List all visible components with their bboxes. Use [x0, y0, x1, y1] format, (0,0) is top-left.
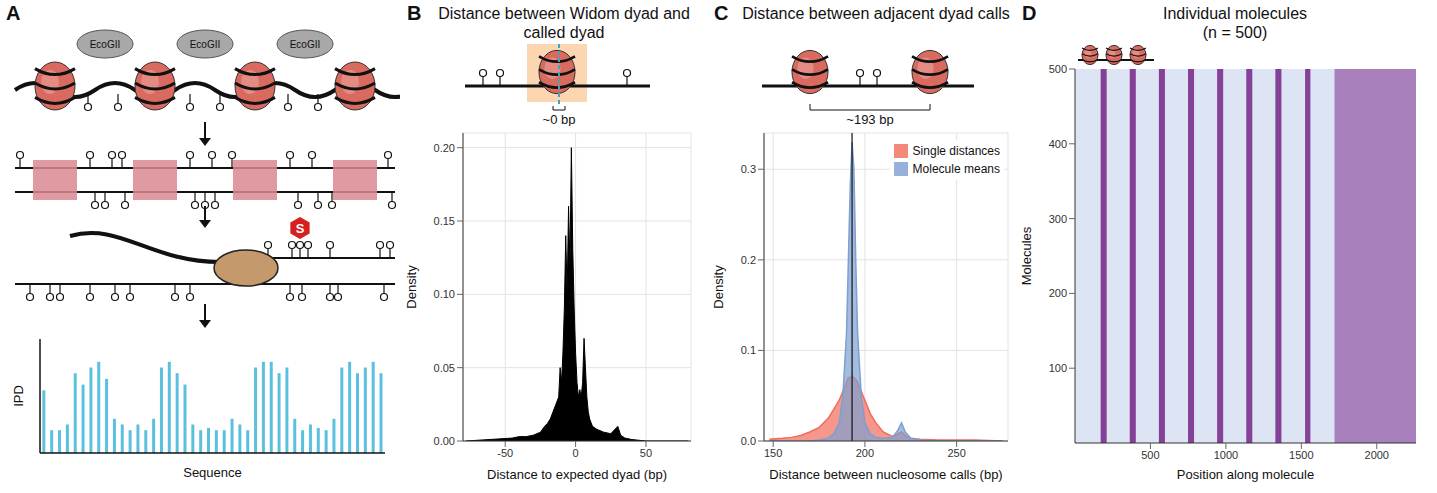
html-text:A: A: [6, 2, 21, 24]
svg-text:0.2: 0.2: [741, 254, 756, 266]
html-text:Individual molecules: Individual molecules: [1163, 5, 1307, 22]
svg-text:Distance to expected dyad (bp): Distance to expected dyad (bp): [487, 467, 667, 482]
svg-text:150: 150: [764, 447, 782, 459]
svg-text:50: 50: [640, 447, 652, 459]
svg-text:400: 400: [1049, 138, 1067, 150]
svg-text:0: 0: [573, 447, 579, 459]
svg-text:Density: Density: [712, 265, 726, 309]
svg-text:0.3: 0.3: [741, 163, 756, 175]
svg-text:~193 bp: ~193 bp: [846, 112, 893, 126]
svg-text:S: S: [296, 221, 305, 236]
svg-text:EcoGII: EcoGII: [290, 39, 321, 50]
svg-text:1500: 1500: [1289, 449, 1313, 461]
svg-text:EcoGII: EcoGII: [190, 39, 221, 50]
svg-text:0.15: 0.15: [434, 215, 455, 227]
svg-text:100: 100: [1049, 362, 1067, 374]
html-text:B: B: [407, 2, 422, 24]
svg-text:0.0: 0.0: [741, 435, 756, 447]
svg-text:EcoGII: EcoGII: [90, 39, 121, 50]
html-text:(n = 500): (n = 500): [1202, 24, 1268, 41]
html-text:Molecule means: Molecule means: [912, 162, 1000, 176]
svg-text:1000: 1000: [1214, 449, 1238, 461]
html-text:C: C: [714, 2, 729, 24]
html-text:D: D: [1022, 2, 1037, 24]
svg-text:0.20: 0.20: [434, 142, 455, 154]
svg-text:300: 300: [1049, 213, 1067, 225]
svg-text:500: 500: [1049, 64, 1067, 75]
svg-text:0.1: 0.1: [741, 344, 756, 356]
svg-text:2000: 2000: [1365, 449, 1389, 461]
svg-text:500: 500: [1141, 449, 1159, 461]
html-text:Single distances: Single distances: [912, 144, 1000, 158]
svg-text:IPD: IPD: [11, 385, 26, 407]
svg-text:~0 bp: ~0 bp: [543, 112, 576, 126]
svg-text:Position along molecule: Position along molecule: [1177, 467, 1314, 482]
svg-text:Distance between nucleosome ca: Distance between nucleosome calls (bp): [769, 467, 1002, 482]
svg-text:0.00: 0.00: [434, 435, 455, 447]
svg-text:200: 200: [1049, 287, 1067, 299]
svg-text:Molecules: Molecules: [1020, 226, 1034, 285]
svg-text:200: 200: [856, 447, 874, 459]
svg-text:Density: Density: [405, 265, 419, 309]
svg-text:-50: -50: [497, 447, 513, 459]
svg-text:0.10: 0.10: [434, 288, 455, 300]
html-text:Distance between Widom dyad an: Distance between Widom dyad and called d…: [438, 5, 690, 41]
svg-text:250: 250: [947, 447, 965, 459]
html-text:Distance between adjacent dyad: Distance between adjacent dyad calls: [742, 5, 1010, 22]
svg-text:0.05: 0.05: [434, 362, 455, 374]
svg-text:Sequence: Sequence: [183, 465, 242, 480]
